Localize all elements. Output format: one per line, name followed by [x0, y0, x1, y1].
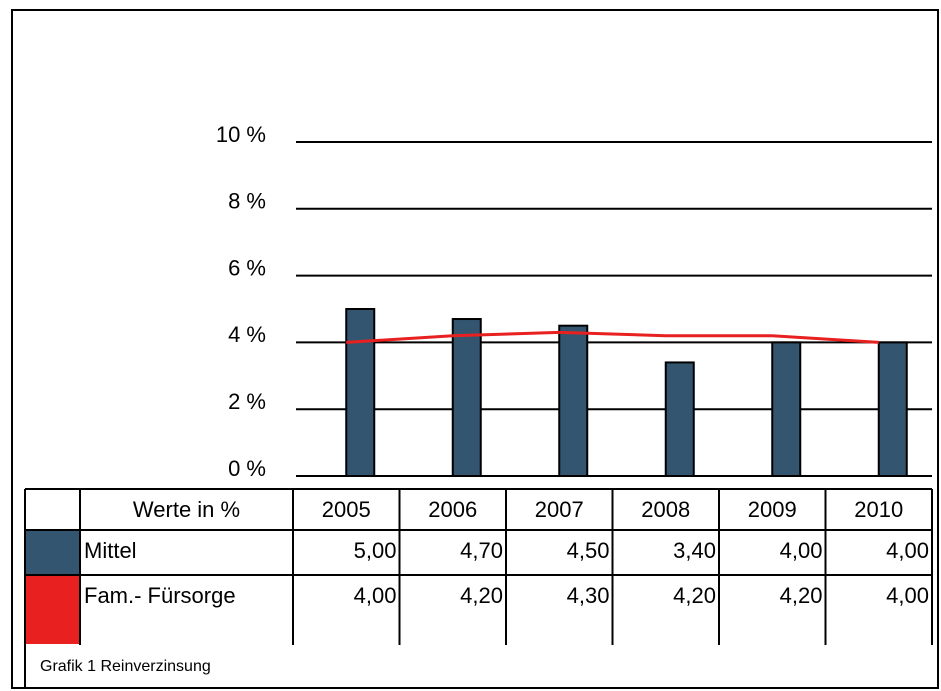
x-tick-label: 2007 — [535, 497, 584, 522]
value-label: 4,00 — [886, 583, 929, 608]
legend-swatch — [26, 531, 79, 574]
x-tick-label: 2009 — [748, 497, 797, 522]
value-label: 4,30 — [567, 583, 610, 608]
y-tick-label: 6 % — [228, 255, 266, 280]
value-label: 4,20 — [460, 583, 503, 608]
x-tick-label: 2008 — [641, 497, 690, 522]
bar — [877, 341, 908, 477]
value-label: 3,40 — [673, 538, 716, 563]
x-tick-label: 2006 — [428, 497, 477, 522]
legend-swatch — [26, 576, 79, 644]
x-tick-label: 2010 — [854, 497, 903, 522]
line — [346, 330, 879, 344]
x-tick-label: 2005 — [322, 497, 371, 522]
frame — [11, 9, 939, 689]
y-tick-label: 4 % — [228, 322, 266, 347]
caption: Grafik 1 Reinverzinsung — [40, 658, 211, 675]
y-tick-label: 10 % — [216, 122, 266, 147]
table-header: Werte in % — [133, 497, 240, 522]
bar — [664, 361, 695, 477]
legend-label: Mittel — [84, 538, 137, 563]
value-label: 4,70 — [460, 538, 503, 563]
value-label: 4,50 — [567, 538, 610, 563]
value-label: 4,20 — [780, 583, 823, 608]
y-tick-label: 8 % — [228, 189, 266, 214]
value-label: 4,00 — [886, 538, 929, 563]
bar — [771, 341, 802, 477]
bar — [345, 308, 376, 477]
value-label: 4,20 — [673, 583, 716, 608]
y-tick-label: 2 % — [228, 389, 266, 414]
value-label: 4,00 — [780, 538, 823, 563]
y-tick-label: 0 % — [228, 456, 266, 481]
legend-label: Fam.- Fürsorge — [84, 583, 236, 608]
bar — [558, 324, 589, 478]
value-label: 5,00 — [354, 538, 397, 563]
bar — [451, 318, 482, 477]
value-label: 4,00 — [354, 583, 397, 608]
